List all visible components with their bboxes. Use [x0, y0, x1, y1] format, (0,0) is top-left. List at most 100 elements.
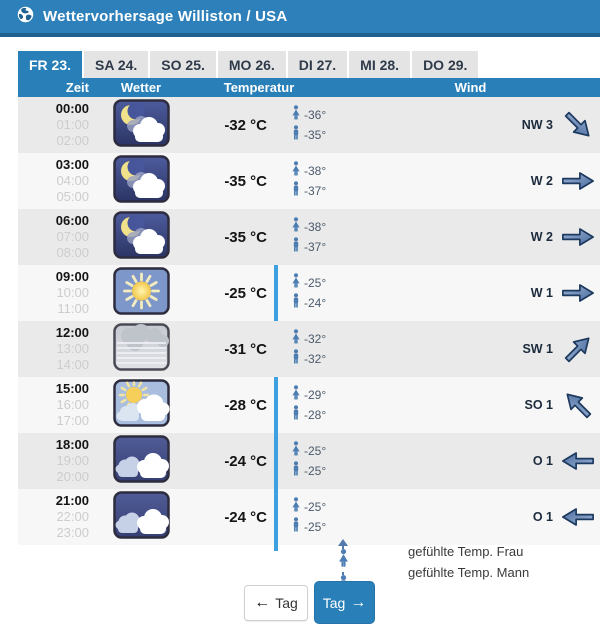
- tab-day-6[interactable]: DO 29.: [412, 51, 479, 78]
- time-secondary: 14:00: [56, 357, 89, 372]
- felt-temp-frau-value: -25°: [304, 500, 327, 514]
- forecast-row: 21:00 22:00 23:00 -24 °C -25° -25° O 1: [18, 489, 600, 545]
- page-title: Wettervorhersage Williston / USA: [43, 8, 288, 25]
- wind-direction-arrow-icon: [553, 380, 600, 431]
- tab-day-3[interactable]: MO 26.: [217, 51, 286, 78]
- time-secondary: 16:00: [56, 397, 89, 412]
- felt-temp-frau-value: -32°: [304, 332, 327, 346]
- wind-direction-arrow-icon: [553, 100, 600, 151]
- felt-temp-frau-value: -38°: [304, 164, 327, 178]
- time-cell: 03:00 04:00 05:00: [18, 157, 105, 205]
- tab-day-4[interactable]: DI 27.: [287, 51, 348, 78]
- fog-icon: [112, 322, 170, 376]
- felt-temperature-cell: -29° -28°: [271, 385, 341, 425]
- time-secondary: 04:00: [56, 173, 89, 188]
- wind-value: W 2: [530, 230, 553, 244]
- day-navigation: ← Tag Tag →: [244, 581, 375, 624]
- felt-temperature-cell: -38° -37°: [271, 217, 341, 257]
- next-day-label: Tag: [322, 594, 346, 611]
- mann-person-icon: [291, 517, 301, 537]
- time-secondary: 01:00: [56, 117, 89, 132]
- time-cell: 12:00 13:00 14:00: [18, 325, 105, 373]
- wind-cell: W 1: [341, 275, 600, 311]
- blue-daylight-bar: [274, 433, 278, 489]
- forecast-table: Zeit Wetter Temperatur Wind 00:00 01:00 …: [18, 78, 600, 545]
- tab-day-0-active[interactable]: FR 23.: [18, 51, 83, 78]
- column-header-temperatur: Temperatur: [223, 80, 295, 95]
- felt-temp-frau-value: -29°: [304, 388, 327, 402]
- time-primary: 21:00: [55, 493, 89, 508]
- frau-person-icon: [291, 273, 301, 293]
- tab-day-5[interactable]: MI 28.: [349, 51, 411, 78]
- mann-person-icon: [291, 293, 301, 313]
- table-header: Zeit Wetter Temperatur Wind: [18, 78, 600, 97]
- time-cell: 18:00 19:00 20:00: [18, 437, 105, 485]
- time-cell: 06:00 07:00 08:00: [18, 213, 105, 261]
- legend-frau-label: gefühlte Temp. Frau: [408, 544, 524, 559]
- forecast-row: 15:00 16:00 17:00 -28 °C -29° -28° SO 1: [18, 377, 600, 433]
- right-arrow-icon: →: [350, 593, 367, 611]
- wind-value: NW 3: [521, 118, 553, 132]
- time-secondary: 17:00: [56, 413, 89, 428]
- blue-daylight-bar: [274, 377, 278, 433]
- wind-direction-arrow-icon: [560, 275, 596, 311]
- sun-icon: [112, 266, 170, 320]
- tab-day-1[interactable]: SA 24.: [84, 51, 149, 78]
- frau-person-icon: [291, 329, 301, 349]
- wind-cell: SW 1: [341, 331, 600, 367]
- column-header-zeit: Zeit: [65, 80, 89, 95]
- wind-direction-arrow-icon: [560, 499, 596, 535]
- felt-temp-mann-value: -35°: [304, 128, 327, 142]
- wind-value: SO 1: [524, 398, 554, 412]
- table-body: 00:00 01:00 02:00 -32 °C -36° -35° NW 3 …: [18, 97, 600, 545]
- felt-temperature-cell: -38° -37°: [271, 161, 341, 201]
- globe-icon: [17, 6, 34, 28]
- moon-clouds-icon: [112, 98, 170, 152]
- tab-day-2[interactable]: SO 25.: [150, 51, 216, 78]
- blue-daylight-bar: [274, 489, 278, 545]
- felt-temperature-cell: -36° -35°: [271, 105, 341, 145]
- wind-direction-arrow-icon: [560, 219, 596, 255]
- time-cell: 09:00 10:00 11:00: [18, 269, 105, 317]
- column-header-wetter: Wetter: [120, 80, 162, 95]
- moon-clouds-icon: [112, 210, 170, 264]
- wind-direction-arrow-icon: [553, 324, 600, 375]
- next-day-button[interactable]: Tag →: [314, 581, 375, 624]
- mann-person-icon: [291, 349, 301, 369]
- forecast-row: 00:00 01:00 02:00 -32 °C -36° -35° NW 3: [18, 97, 600, 153]
- wind-value: W 1: [530, 286, 553, 300]
- mann-person-icon: [291, 405, 301, 425]
- temperature-value: -24 °C: [224, 452, 267, 470]
- day-tabs: FR 23. SA 24. SO 25. MO 26. DI 27. MI 28. DO 2…: [18, 51, 600, 78]
- time-secondary: 22:00: [56, 509, 89, 524]
- temperature-value: -24 °C: [224, 508, 267, 526]
- frau-person-icon: [291, 441, 301, 461]
- time-primary: 06:00: [55, 213, 89, 228]
- time-secondary: 19:00: [56, 453, 89, 468]
- legend-text: gefühlte Temp. Frau gefühlte Temp. Mann: [408, 541, 529, 583]
- wind-cell: SO 1: [341, 387, 600, 423]
- forecast-row: 09:00 10:00 11:00 -25 °C -25° -24° W 1: [18, 265, 600, 321]
- frau-person-icon: [291, 161, 301, 181]
- mann-person-icon: [291, 125, 301, 145]
- felt-temp-mann-value: -32°: [304, 352, 327, 366]
- time-primary: 03:00: [55, 157, 89, 172]
- time-secondary: 08:00: [56, 245, 89, 260]
- frau-person-icon: [291, 217, 301, 237]
- time-secondary: 13:00: [56, 341, 89, 356]
- felt-temp-frau-value: -25°: [304, 276, 327, 290]
- wind-cell: O 1: [341, 499, 600, 535]
- time-secondary: 23:00: [56, 525, 89, 540]
- frau-person-icon: [291, 105, 301, 125]
- time-primary: 12:00: [55, 325, 89, 340]
- previous-day-button[interactable]: ← Tag: [244, 584, 308, 621]
- felt-temp-mann-value: -25°: [304, 520, 327, 534]
- wind-direction-arrow-icon: [560, 163, 596, 199]
- felt-temperature-cell: -32° -32°: [271, 329, 341, 369]
- forecast-row: 06:00 07:00 08:00 -35 °C -38° -37° W 2: [18, 209, 600, 265]
- frau-person-icon: [337, 549, 350, 572]
- legend-up-arrow-icon: [338, 539, 348, 546]
- felt-temp-frau-value: -36°: [304, 108, 327, 122]
- time-primary: 15:00: [55, 381, 89, 396]
